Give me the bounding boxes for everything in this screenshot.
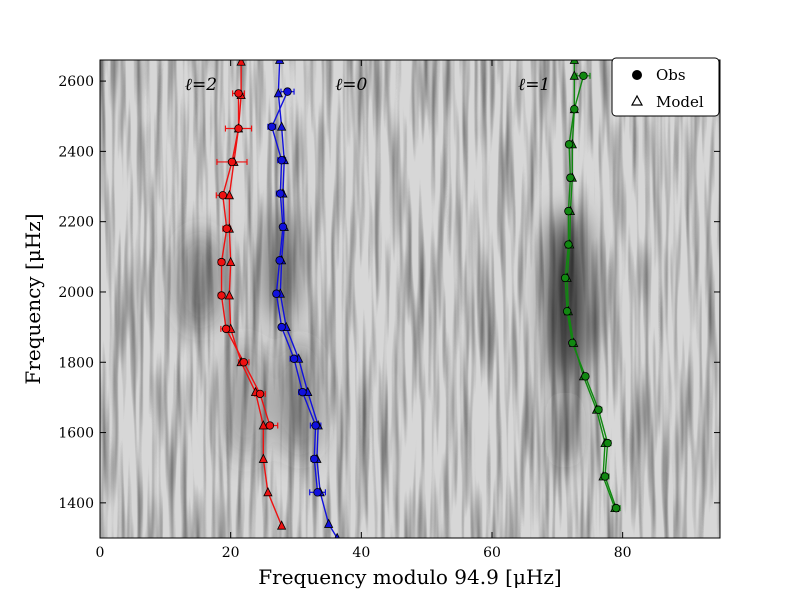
l2-power-ridge [175, 230, 225, 330]
obs-point [568, 338, 577, 348]
obs-point [275, 256, 284, 265]
model-point [276, 121, 287, 131]
legend-model-label: Model [656, 93, 704, 111]
model-point [273, 87, 284, 98]
x-tick-label: 20 [222, 545, 240, 561]
x-tick-label: 40 [352, 545, 370, 561]
obs-line [564, 75, 617, 509]
obs-point [560, 273, 570, 283]
obs-point [276, 189, 285, 198]
model-point [324, 518, 334, 528]
model-point [224, 290, 235, 300]
model-point [569, 60, 579, 64]
series-l0 [267, 60, 340, 538]
obs-point [283, 87, 292, 96]
legend: Obs Model [611, 57, 720, 117]
legend-model-marker [630, 94, 644, 106]
model-point [275, 60, 285, 64]
y-tick-label: 1800 [58, 355, 94, 371]
obs-point [313, 488, 322, 497]
mode-labels: ℓ=2 ℓ=0 ℓ=1 [185, 75, 550, 95]
obs-point [600, 472, 610, 481]
y-axis-title: Frequency [μHz] [21, 213, 45, 384]
obs-point [277, 155, 286, 165]
model-point [263, 486, 273, 497]
model-point [224, 189, 235, 200]
model-point [236, 60, 246, 66]
model-point [226, 256, 236, 266]
series-l2 [215, 60, 287, 530]
series-l1 [560, 60, 621, 513]
obs-point [234, 124, 243, 133]
obs-point [311, 421, 320, 430]
model-point [276, 520, 287, 530]
obs-point [221, 324, 231, 334]
obs-point [222, 224, 231, 233]
obs-point [579, 71, 588, 81]
model-line [277, 60, 338, 538]
obs-point [564, 140, 574, 149]
obs-point [603, 438, 612, 448]
mode-label: ℓ=2 [185, 75, 217, 95]
obs-point [234, 89, 243, 98]
axes: 0 20 40 60 80 1400 1600 1800 2000 2200 2400 2600 [58, 60, 720, 561]
y-tick-label: 1400 [58, 496, 94, 512]
l1-lower-ridge [553, 390, 577, 470]
mode-label: ℓ=1 [518, 75, 550, 95]
plot-frame [99, 59, 721, 539]
data-layer [215, 60, 621, 538]
mode-label: ℓ=0 [335, 75, 367, 95]
obs-point [566, 173, 575, 182]
obs-point [278, 222, 288, 232]
x-axis-title: Frequency modulo 94.9 [μHz] [258, 565, 562, 589]
obs-point [267, 122, 277, 131]
obs-point [564, 240, 573, 249]
obs-point [265, 421, 275, 430]
obs-point [239, 358, 248, 367]
obs-point [272, 289, 281, 298]
obs-point [277, 322, 286, 332]
model-point [258, 453, 268, 463]
obs-point [562, 307, 572, 316]
l2-lower-ridge [223, 340, 267, 460]
model-point [258, 420, 268, 430]
y-tick-label: 1600 [58, 426, 94, 442]
x-tick-label: 0 [96, 545, 105, 561]
y-tick-label: 2400 [58, 144, 94, 160]
x-tick-label: 60 [483, 545, 501, 561]
obs-point [570, 105, 579, 114]
y-tick-label: 2000 [58, 285, 94, 301]
y-tick-label: 2600 [58, 74, 94, 90]
obs-point [218, 191, 228, 200]
obs-point [581, 372, 590, 381]
obs-point [298, 387, 307, 397]
obs-point [611, 503, 621, 513]
obs-point [217, 257, 226, 267]
l0-lower-ridge [280, 340, 320, 460]
obs-point [255, 389, 265, 399]
obs-point [217, 291, 226, 300]
obs-point [227, 157, 237, 167]
x-tick-label: 80 [614, 545, 632, 561]
obs-point [310, 454, 319, 464]
legend-obs-marker [632, 70, 642, 80]
obs-point [564, 206, 573, 216]
obs-point [594, 405, 603, 414]
obs-point [289, 354, 299, 363]
legend-obs-label: Obs [656, 66, 686, 84]
y-tick-label: 2200 [58, 215, 94, 231]
power-spectrum-background [100, 60, 720, 538]
model-point [569, 70, 579, 80]
